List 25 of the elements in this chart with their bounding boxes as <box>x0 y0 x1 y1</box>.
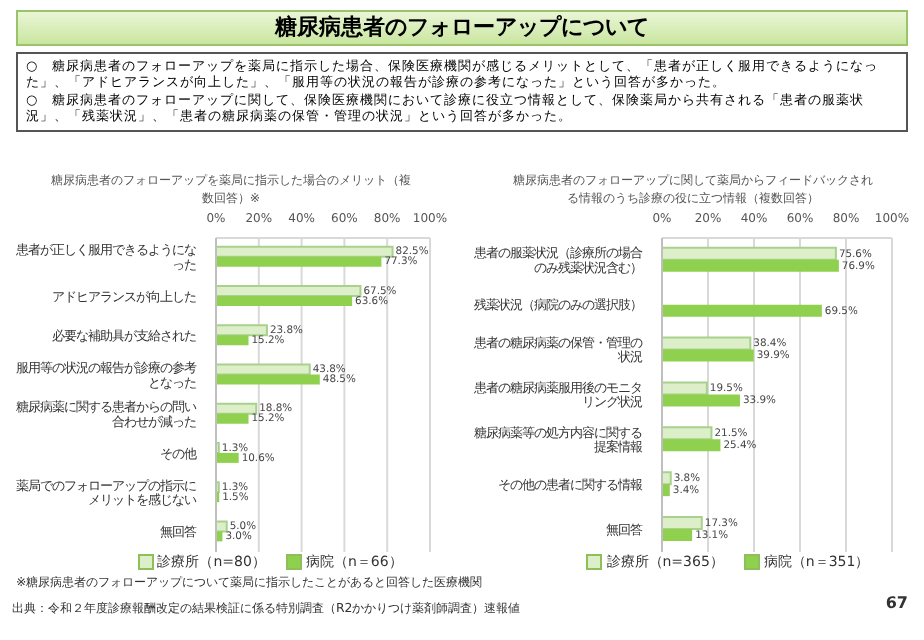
bar <box>216 401 258 414</box>
bar <box>216 334 249 345</box>
bar <box>216 519 228 532</box>
bar <box>662 425 713 440</box>
bar <box>216 362 311 375</box>
bar <box>662 259 839 272</box>
bar <box>216 284 362 297</box>
bar <box>216 412 249 423</box>
bar <box>662 515 703 530</box>
bar <box>662 393 740 406</box>
bar <box>662 438 721 451</box>
text: 糖尿病患者のフォローアップについて <box>16 10 908 46</box>
bar <box>662 246 837 261</box>
bar <box>216 295 353 306</box>
bar <box>216 373 320 384</box>
bar <box>216 323 268 336</box>
bar <box>216 244 394 257</box>
bar <box>662 380 708 395</box>
bar <box>662 528 693 541</box>
bar <box>662 303 822 316</box>
bar <box>216 255 382 266</box>
text: 67 <box>885 593 908 612</box>
bar <box>662 348 754 361</box>
bar <box>662 335 752 350</box>
bar <box>216 452 239 463</box>
